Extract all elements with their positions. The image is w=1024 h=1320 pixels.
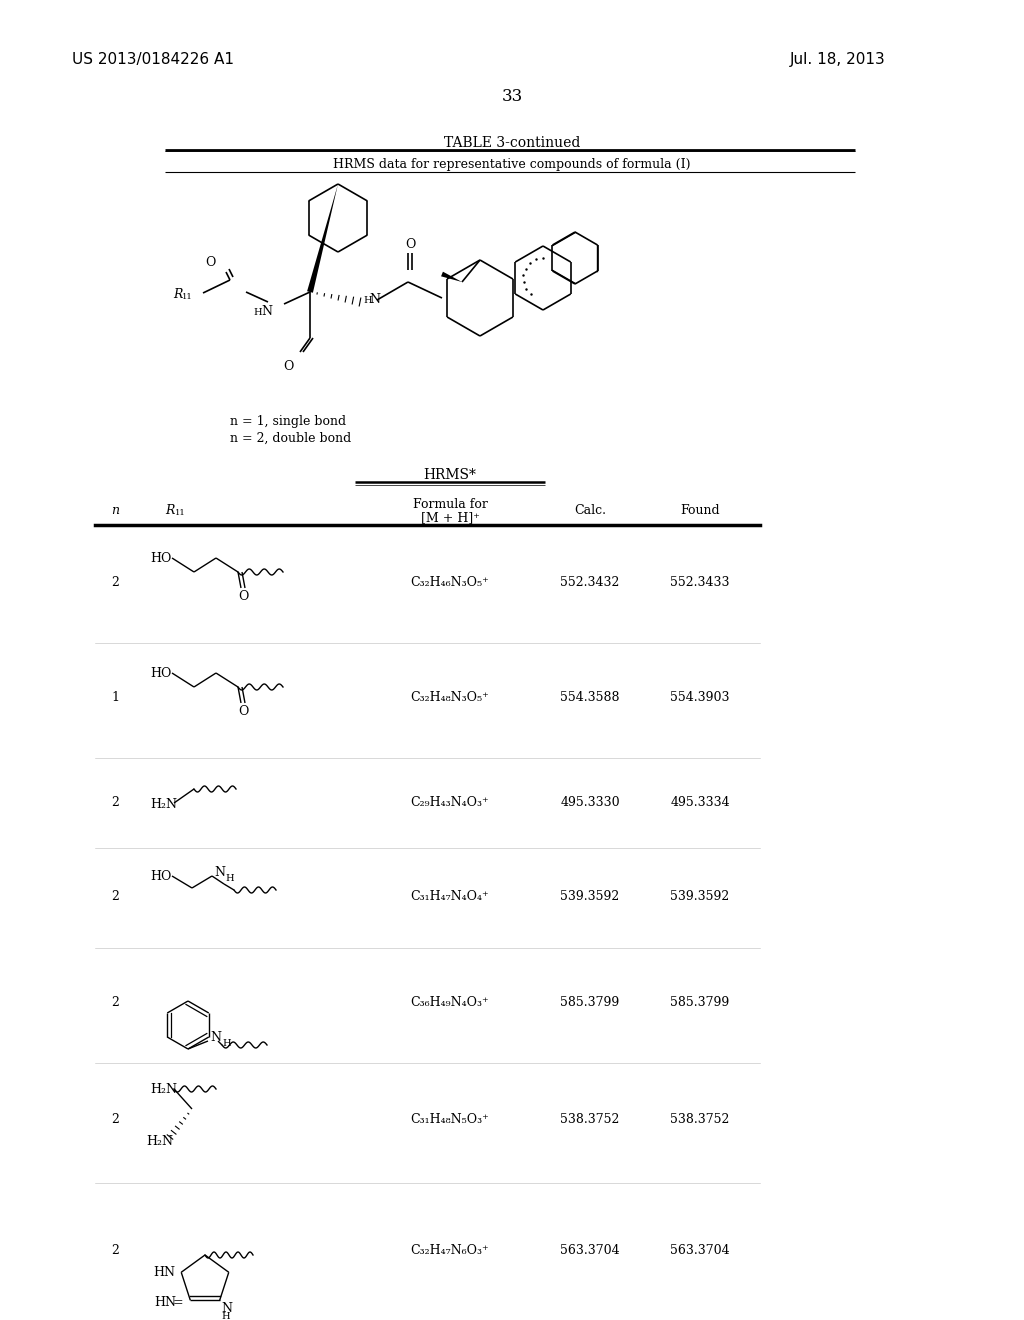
Text: 2: 2 bbox=[111, 1243, 119, 1257]
Text: 2: 2 bbox=[111, 1113, 119, 1126]
Text: N: N bbox=[210, 1031, 221, 1044]
Text: 2: 2 bbox=[111, 577, 119, 589]
Text: 11: 11 bbox=[182, 293, 193, 301]
Text: HO: HO bbox=[150, 870, 171, 883]
Text: HO: HO bbox=[150, 667, 171, 680]
Text: N: N bbox=[221, 1303, 232, 1315]
Text: 585.3799: 585.3799 bbox=[560, 997, 620, 1010]
Text: 554.3588: 554.3588 bbox=[560, 692, 620, 705]
Text: 2: 2 bbox=[111, 890, 119, 903]
Text: HN: HN bbox=[154, 1266, 175, 1279]
Text: 33: 33 bbox=[502, 88, 522, 106]
Text: O: O bbox=[283, 360, 293, 374]
Text: Jul. 18, 2013: Jul. 18, 2013 bbox=[790, 51, 886, 67]
Text: C₃₂H₄₈N₃O₅⁺: C₃₂H₄₈N₃O₅⁺ bbox=[411, 692, 489, 705]
Text: C₃₁H₄₈N₅O₃⁺: C₃₁H₄₈N₅O₃⁺ bbox=[411, 1113, 489, 1126]
Text: n = 2, double bond: n = 2, double bond bbox=[230, 432, 351, 445]
Text: H: H bbox=[362, 296, 372, 305]
Text: 2: 2 bbox=[111, 997, 119, 1010]
Text: 495.3334: 495.3334 bbox=[670, 796, 730, 809]
Text: 1: 1 bbox=[111, 692, 119, 705]
Text: 554.3903: 554.3903 bbox=[671, 692, 730, 705]
Text: 11: 11 bbox=[175, 510, 185, 517]
Text: R: R bbox=[173, 288, 182, 301]
Text: C₃₁H₄₇N₄O₄⁺: C₃₁H₄₇N₄O₄⁺ bbox=[411, 890, 489, 903]
Text: O: O bbox=[205, 256, 215, 269]
Text: 563.3704: 563.3704 bbox=[670, 1243, 730, 1257]
Text: US 2013/0184226 A1: US 2013/0184226 A1 bbox=[72, 51, 234, 67]
Text: C₃₆H₄₉N₄O₃⁺: C₃₆H₄₉N₄O₃⁺ bbox=[411, 997, 489, 1010]
Text: Formula for: Formula for bbox=[413, 498, 487, 511]
Text: H₂N: H₂N bbox=[150, 799, 177, 810]
Text: HN: HN bbox=[155, 1296, 176, 1309]
Text: 552.3433: 552.3433 bbox=[671, 577, 730, 589]
Text: O: O bbox=[238, 590, 249, 603]
Polygon shape bbox=[307, 183, 338, 293]
Text: R: R bbox=[165, 504, 174, 517]
Text: N: N bbox=[214, 866, 225, 879]
Text: 538.3752: 538.3752 bbox=[671, 1113, 730, 1126]
Text: 539.3592: 539.3592 bbox=[560, 890, 620, 903]
Text: 495.3330: 495.3330 bbox=[560, 796, 620, 809]
Text: H: H bbox=[225, 874, 233, 883]
Text: HO: HO bbox=[150, 552, 171, 565]
Text: H: H bbox=[253, 308, 261, 317]
Text: H: H bbox=[222, 1039, 230, 1048]
Text: 552.3432: 552.3432 bbox=[560, 577, 620, 589]
Text: 539.3592: 539.3592 bbox=[671, 890, 730, 903]
Text: [M + H]⁺: [M + H]⁺ bbox=[421, 511, 479, 524]
Text: O: O bbox=[238, 705, 249, 718]
Text: n = 1, single bond: n = 1, single bond bbox=[230, 414, 346, 428]
Text: n: n bbox=[111, 504, 119, 517]
Text: C₃₂H₄₇N₆O₃⁺: C₃₂H₄₇N₆O₃⁺ bbox=[411, 1243, 489, 1257]
Text: 538.3752: 538.3752 bbox=[560, 1113, 620, 1126]
Text: Calc.: Calc. bbox=[574, 504, 606, 517]
Text: HRMS*: HRMS* bbox=[424, 469, 476, 482]
Text: HRMS data for representative compounds of formula (I): HRMS data for representative compounds o… bbox=[333, 158, 691, 172]
Polygon shape bbox=[441, 272, 462, 282]
Text: N: N bbox=[369, 293, 380, 306]
Text: TABLE 3-continued: TABLE 3-continued bbox=[443, 136, 581, 150]
Text: C₃₂H₄₆N₃O₅⁺: C₃₂H₄₆N₃O₅⁺ bbox=[411, 577, 489, 589]
Text: 585.3799: 585.3799 bbox=[671, 997, 730, 1010]
Text: Found: Found bbox=[680, 504, 720, 517]
Text: H₂N: H₂N bbox=[150, 1082, 177, 1096]
Text: O: O bbox=[406, 238, 416, 251]
Text: N: N bbox=[261, 305, 272, 318]
Text: C₂₉H₄₃N₄O₃⁺: C₂₉H₄₃N₄O₃⁺ bbox=[411, 796, 489, 809]
Text: H: H bbox=[221, 1312, 230, 1320]
Text: 2: 2 bbox=[111, 796, 119, 809]
Text: 563.3704: 563.3704 bbox=[560, 1243, 620, 1257]
Text: H₂N: H₂N bbox=[146, 1135, 173, 1148]
Text: =: = bbox=[172, 1296, 183, 1309]
